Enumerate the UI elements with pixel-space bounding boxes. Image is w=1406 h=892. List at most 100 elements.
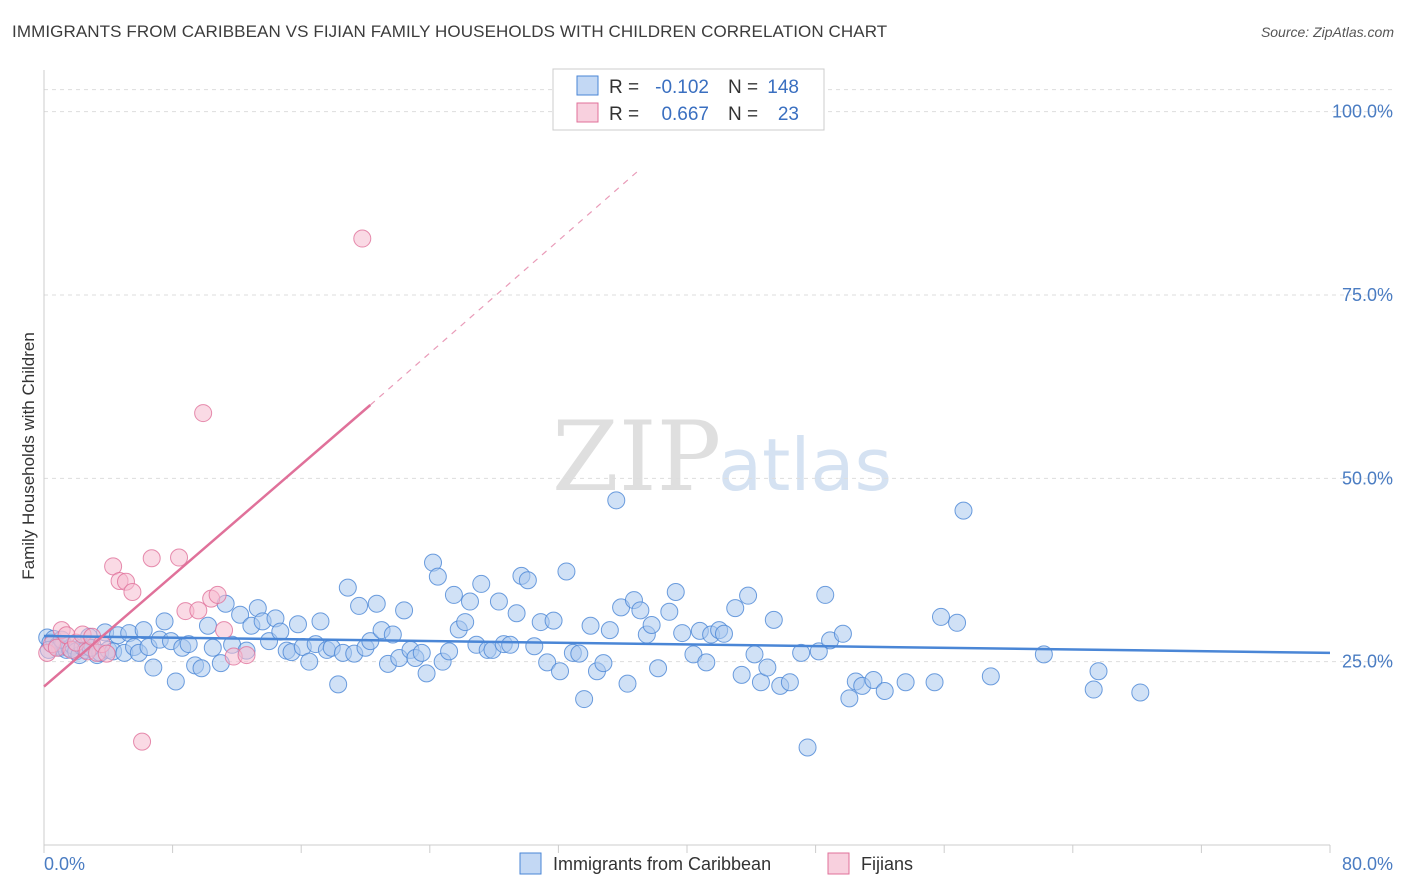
fijian-point-22 <box>194 404 213 423</box>
caribbean-point-78 <box>440 642 459 661</box>
fijian-point-27 <box>353 229 372 248</box>
caribbean-point-141 <box>864 671 883 689</box>
fijian-point-21 <box>189 601 208 620</box>
caribbean-point-27 <box>144 658 163 677</box>
caribbean-point-112 <box>642 616 661 634</box>
fijian-trend-extension <box>369 169 640 406</box>
caribbean-point-70 <box>395 601 414 620</box>
trend-lines <box>43 169 1331 688</box>
watermark: ZIP atlas <box>552 401 892 513</box>
watermark-zip: ZIP <box>552 401 721 513</box>
caribbean-point-114 <box>660 602 679 621</box>
caribbean-point-97 <box>551 662 570 681</box>
caribbean-point-73 <box>412 643 431 662</box>
legend-n-label-caribbean: N = <box>728 77 758 98</box>
caribbean-point-115 <box>666 583 685 601</box>
caribbean-point-82 <box>460 592 479 611</box>
caribbean-point-36 <box>198 616 217 635</box>
caribbean-point-48 <box>271 622 290 641</box>
caribbean-point-81 <box>456 613 475 632</box>
legend-n-label-fijians: N = <box>728 104 758 125</box>
caribbean-point-142 <box>875 682 894 700</box>
y-tick-labels: 25.0% 50.0% 75.0% 100.0% <box>1332 102 1393 672</box>
caribbean-point-151 <box>1089 662 1108 681</box>
caribbean-point-92 <box>518 571 537 590</box>
caribbean-point-106 <box>607 491 626 510</box>
caribbean-point-144 <box>925 673 944 692</box>
caribbean-point-74 <box>417 664 436 683</box>
caribbean-point-150 <box>1084 680 1103 699</box>
caribbean-point-25 <box>134 621 153 640</box>
caribbean-point-35 <box>192 659 211 678</box>
caribbean-point-100 <box>570 644 589 663</box>
fijian-point-19 <box>170 548 189 567</box>
caribbean-point-124 <box>732 665 751 684</box>
x-tick-label-right: 80.0% <box>1342 854 1393 874</box>
caribbean-point-96 <box>544 611 563 630</box>
y-axis-label: Family Households with Children <box>19 332 38 580</box>
caribbean-point-58 <box>329 675 348 694</box>
caribbean-point-123 <box>726 599 745 618</box>
caribbean-point-119 <box>697 653 716 672</box>
fijian-point-12 <box>97 644 116 663</box>
caribbean-point-146 <box>948 613 967 632</box>
series-fijians-points <box>38 229 372 751</box>
chart-title: IMMIGRANTS FROM CARIBBEAN VS FIJIAN FAMI… <box>12 22 888 41</box>
bottom-legend-label-caribbean: Immigrants from Caribbean <box>553 854 771 874</box>
caribbean-point-137 <box>833 624 852 643</box>
caribbean-point-31 <box>166 672 185 691</box>
fijian-point-17 <box>133 732 152 751</box>
gridlines <box>44 89 1393 663</box>
caribbean-point-37 <box>203 638 222 657</box>
legend-r-value-fijians: 0.667 <box>661 104 709 125</box>
caribbean-point-41 <box>231 605 250 624</box>
caribbean-point-98 <box>557 562 576 581</box>
legend-swatch-fijians <box>576 102 599 123</box>
y-tick-label-25: 25.0% <box>1342 652 1393 672</box>
watermark-atlas: atlas <box>718 423 892 507</box>
caribbean-point-135 <box>816 585 835 604</box>
caribbean-point-105 <box>600 621 619 640</box>
bottom-legend-label-fijians: Fijians <box>861 854 913 874</box>
caribbean-point-108 <box>618 674 637 693</box>
caribbean-point-116 <box>673 624 692 643</box>
caribbean-point-87 <box>489 592 508 611</box>
caribbean-point-62 <box>350 596 369 615</box>
caribbean-trend-line <box>43 634 1331 655</box>
caribbean-point-133 <box>798 738 817 757</box>
chart-source: Source: ZipAtlas.com <box>1260 24 1394 40</box>
y-tick-label-100: 100.0% <box>1332 102 1393 122</box>
fijian-trend-line <box>43 404 372 688</box>
x-ticks <box>43 845 1331 853</box>
fijian-point-28 <box>237 646 256 665</box>
caribbean-point-113 <box>649 659 668 678</box>
caribbean-point-122 <box>714 624 733 643</box>
caribbean-point-110 <box>631 601 650 620</box>
caribbean-point-101 <box>575 690 594 709</box>
caribbean-point-53 <box>300 652 319 671</box>
bottom-legend-swatch-caribbean <box>519 852 542 875</box>
caribbean-point-131 <box>780 673 799 692</box>
y-tick-label-75: 75.0% <box>1342 285 1393 305</box>
legend-r-label-fijians: R = <box>609 104 639 125</box>
caribbean-point-129 <box>764 610 783 629</box>
legend-stats: R = -0.102 N = 148 R = 0.667 N = 23 <box>552 68 825 131</box>
caribbean-point-125 <box>739 586 758 605</box>
caribbean-point-89 <box>501 635 520 654</box>
caribbean-point-90 <box>507 604 526 623</box>
caribbean-point-147 <box>954 501 973 520</box>
caribbean-point-104 <box>594 654 613 673</box>
caribbean-point-126 <box>745 645 764 664</box>
caribbean-point-102 <box>581 616 600 635</box>
caribbean-point-84 <box>472 574 491 593</box>
caribbean-point-33 <box>179 635 198 654</box>
caribbean-point-60 <box>338 578 357 597</box>
caribbean-point-55 <box>311 612 330 631</box>
legend-n-value-caribbean: 148 <box>767 77 799 98</box>
bottom-legend-swatch-fijians <box>827 852 850 875</box>
caribbean-point-79 <box>444 585 463 604</box>
fijian-point-16 <box>123 583 142 601</box>
caribbean-point-143 <box>896 673 915 692</box>
caribbean-point-117 <box>684 645 703 664</box>
